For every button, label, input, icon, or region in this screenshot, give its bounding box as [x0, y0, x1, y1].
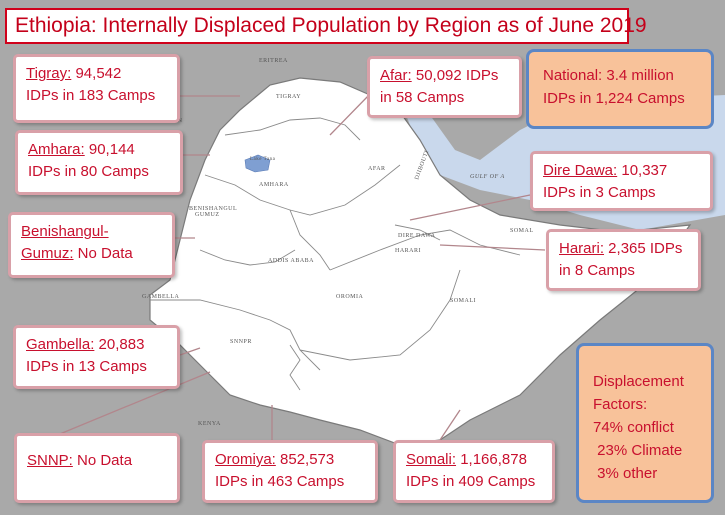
map-label-addis: ADDIS ABABA	[268, 258, 314, 264]
benishangul-box: Benishangul- Gumuz: No Data	[8, 212, 175, 278]
tigray-name: Tigray:	[26, 65, 72, 82]
map-label-lake-tana: Lake Tana	[250, 157, 276, 162]
harari-box: Harari: 2,365 IDPs in 8 Camps	[546, 229, 701, 291]
amhara-box: Amhara: 90,144 IDPs in 80 Camps	[15, 130, 183, 195]
factor-climate: 23% Climate	[593, 442, 683, 459]
national-total: National: 3.4 million	[543, 67, 674, 84]
map-label-kenya: KENYA	[198, 421, 221, 427]
map-label-tigray: TIGRAY	[276, 94, 301, 100]
somali-box: Somali: 1,166,878 IDPs in 409 Camps	[393, 440, 555, 503]
oromiya-camps: IDPs in 463 Camps	[215, 473, 345, 490]
national-camps: IDPs in 1,224 Camps	[543, 90, 685, 107]
map-label-eritrea: ERITREA	[259, 58, 288, 64]
tigray-box: Tigray: 94,542 IDPs in 183 Camps	[13, 54, 180, 123]
national-box: National: 3.4 million IDPs in 1,224 Camp…	[526, 49, 714, 129]
factors-heading-2: Factors:	[593, 396, 648, 413]
leader-lines	[54, 93, 546, 441]
factors-heading: Displacement	[593, 373, 684, 390]
somali-name: Somali:	[406, 451, 457, 468]
benishangul-name: Benishangul-	[21, 223, 109, 240]
lake-tana	[244, 154, 271, 173]
harari-camps: in 8 Camps	[559, 262, 635, 279]
tigray-count: 94,542	[71, 65, 122, 82]
map-label-gulf: GULF OF A	[470, 174, 505, 180]
afar-count: 50,092 IDPs	[411, 67, 499, 84]
somali-count: 1,166,878	[456, 451, 527, 468]
map-label-snnpr: SNNPR	[230, 339, 252, 345]
amhara-name: Amhara:	[28, 141, 85, 158]
factor-conflict: 74% conflict	[593, 419, 674, 436]
oromiya-box: Oromiya: 852,573 IDPs in 463 Camps	[202, 440, 378, 503]
map-label-harari: HARARI	[395, 248, 421, 254]
afar-name: Afar:	[380, 67, 412, 84]
map-label-gambella: GAMBELLA	[142, 294, 179, 300]
dire-dawa-camps: IDPs in 3 Camps	[543, 184, 656, 201]
map-label-oromia: OROMIA	[336, 294, 364, 300]
map-label-benishangul: BENISHANGUL	[189, 206, 237, 212]
somali-camps: IDPs in 409 Camps	[406, 473, 536, 490]
map-label-afar: AFAR	[368, 166, 386, 172]
map-label-dire: DIRE DAWA	[398, 233, 436, 239]
gambella-name: Gambella:	[26, 336, 95, 353]
map-label-somalia: SOMAL	[510, 228, 534, 234]
gambella-camps: IDPs in 13 Camps	[26, 358, 147, 375]
oromiya-name: Oromiya:	[215, 451, 276, 468]
afar-box: Afar: 50,092 IDPs in 58 Camps	[367, 56, 522, 118]
dire-dawa-count: 10,337	[617, 162, 668, 179]
page-title: Ethiopia: Internally Displaced Populatio…	[5, 8, 647, 44]
amhara-camps: IDPs in 80 Camps	[28, 163, 149, 180]
ethiopia-landmass	[149, 77, 692, 446]
gambella-box: Gambella: 20,883 IDPs in 13 Camps	[13, 325, 180, 389]
snnp-name: SNNP:	[27, 452, 73, 469]
benishangul-value: No Data	[73, 245, 133, 262]
harari-name: Harari:	[559, 240, 605, 257]
snnp-box: SNNP: No Data	[14, 433, 180, 503]
benishangul-name-2: Gumuz:	[21, 245, 74, 262]
oromiya-count: 852,573	[275, 451, 335, 468]
factor-other: 3% other	[593, 465, 658, 482]
dire-dawa-box: Dire Dawa: 10,337 IDPs in 3 Camps	[530, 151, 713, 211]
map-label-amhara: AMHARA	[259, 182, 289, 188]
amhara-count: 90,144	[84, 141, 135, 158]
dire-dawa-name: Dire Dawa:	[543, 162, 618, 179]
map-label-gumuz: GUMUZ	[195, 212, 220, 218]
gambella-count: 20,883	[94, 336, 145, 353]
map-label-somali: SOMALI	[450, 298, 476, 304]
harari-count: 2,365 IDPs	[604, 240, 683, 257]
afar-camps: in 58 Camps	[380, 89, 465, 106]
tigray-camps: IDPs in 183 Camps	[26, 87, 156, 104]
snnp-value: No Data	[72, 452, 133, 469]
displacement-factors-box: Displacement Factors: 74% conflict 23% C…	[576, 343, 714, 503]
